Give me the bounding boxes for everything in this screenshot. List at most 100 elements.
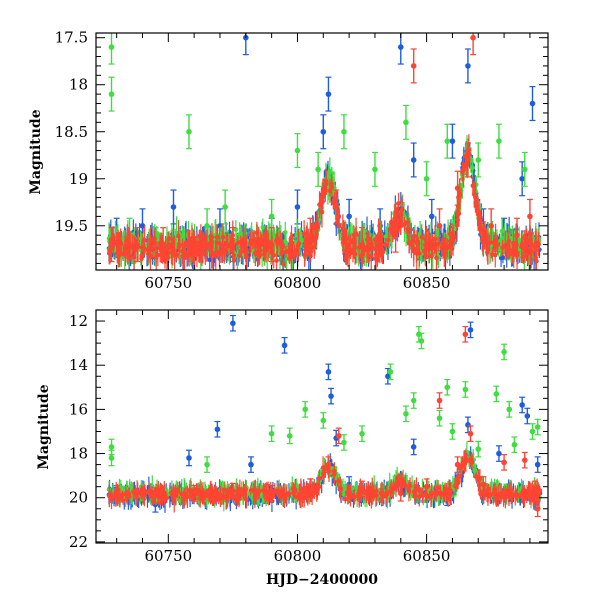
- data-point: [399, 212, 404, 218]
- data-point: [149, 238, 155, 244]
- data-point: [208, 241, 213, 247]
- data-point: [373, 237, 378, 243]
- x-tick-label: 60850: [403, 274, 451, 292]
- data-point: [174, 252, 180, 258]
- data-point: [423, 253, 429, 259]
- data-point: [396, 217, 402, 223]
- data-point: [456, 211, 462, 216]
- data-point: [348, 240, 353, 245]
- data-point: [204, 222, 210, 229]
- data-point: [383, 242, 389, 247]
- data-point: [467, 327, 474, 333]
- data-point: [155, 237, 161, 243]
- data-point: [414, 240, 420, 245]
- data-point: [282, 230, 288, 235]
- data-point: [523, 246, 528, 252]
- data-point: [447, 231, 453, 237]
- data-point: [241, 237, 246, 242]
- data-point: [496, 138, 502, 144]
- data-point: [524, 235, 529, 241]
- top-series-2: [106, 33, 541, 270]
- data-point: [275, 237, 281, 243]
- data-point: [432, 245, 437, 251]
- data-point: [346, 213, 352, 220]
- data-point: [108, 44, 115, 50]
- data-point: [410, 444, 417, 450]
- data-point: [279, 251, 284, 256]
- data-point: [436, 222, 443, 229]
- data-point: [304, 237, 310, 242]
- data-point: [191, 251, 197, 257]
- data-point: [328, 393, 334, 399]
- data-point: [177, 242, 183, 248]
- data-point: [520, 255, 526, 260]
- data-point: [485, 246, 491, 252]
- data-point: [287, 256, 292, 261]
- data-point: [397, 44, 404, 50]
- data-point: [142, 238, 147, 243]
- data-point: [352, 251, 358, 257]
- data-point: [220, 234, 226, 240]
- data-point: [465, 157, 471, 163]
- data-point: [396, 201, 401, 206]
- data-point: [230, 241, 236, 248]
- data-point: [353, 231, 359, 237]
- y-tick-label: 18: [69, 76, 88, 94]
- data-point: [389, 219, 394, 225]
- data-point: [473, 194, 478, 200]
- data-point: [299, 238, 305, 243]
- data-point: [481, 229, 487, 234]
- data-point: [170, 249, 175, 254]
- data-point: [327, 188, 333, 194]
- data-point: [521, 166, 528, 173]
- data-point: [263, 239, 268, 245]
- data-point: [375, 258, 380, 263]
- data-point: [405, 226, 411, 232]
- data-point: [251, 237, 257, 242]
- data-point: [336, 223, 342, 228]
- data-point: [464, 162, 470, 168]
- data-point: [319, 209, 325, 215]
- data-point: [525, 251, 531, 256]
- data-point: [443, 244, 449, 249]
- data-point: [493, 244, 498, 249]
- data-point: [457, 191, 463, 196]
- data-point: [410, 63, 417, 69]
- data-point: [368, 242, 374, 248]
- data-point: [296, 240, 301, 246]
- data-point: [213, 250, 218, 256]
- top-plot-frame: [95, 32, 549, 271]
- data-point: [260, 225, 266, 230]
- data-point: [420, 498, 426, 504]
- data-point: [319, 196, 324, 201]
- data-point: [364, 244, 370, 250]
- data-point: [186, 455, 192, 461]
- data-point: [108, 91, 115, 97]
- data-point: [271, 253, 277, 258]
- data-point: [450, 236, 455, 242]
- data-point: [321, 188, 327, 193]
- data-point: [524, 413, 531, 419]
- data-point: [244, 247, 249, 253]
- data-point: [385, 232, 390, 238]
- data-point: [428, 213, 435, 220]
- y-tick-label: 17.5: [55, 29, 88, 47]
- top-y-axis-label: Magnitude: [28, 109, 44, 194]
- data-point: [256, 238, 261, 244]
- data-point: [333, 204, 340, 210]
- data-point: [198, 244, 204, 249]
- data-point: [536, 241, 541, 247]
- data-point: [351, 237, 357, 242]
- data-point: [139, 253, 144, 259]
- data-point: [496, 450, 502, 457]
- data-point: [180, 253, 185, 259]
- data-point: [222, 204, 228, 210]
- data-point: [258, 242, 264, 248]
- data-point: [217, 222, 223, 229]
- data-point: [134, 241, 141, 248]
- data-point: [225, 244, 231, 249]
- data-point: [528, 246, 533, 252]
- data-point: [341, 128, 347, 135]
